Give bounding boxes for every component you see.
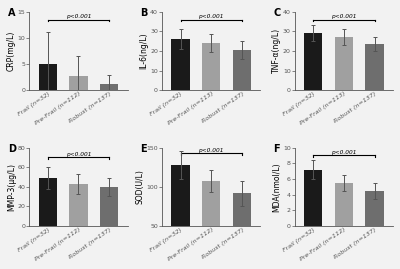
Text: F: F xyxy=(273,144,280,154)
Bar xyxy=(38,64,57,90)
Text: p<0.001: p<0.001 xyxy=(331,14,357,19)
Bar xyxy=(335,37,353,90)
Bar xyxy=(69,76,88,90)
Bar xyxy=(202,43,220,90)
Bar xyxy=(100,84,118,90)
Text: A: A xyxy=(8,8,15,18)
Bar xyxy=(304,169,322,226)
Bar xyxy=(171,39,190,90)
Y-axis label: MDA(nmol/L): MDA(nmol/L) xyxy=(272,162,282,212)
Bar xyxy=(304,33,322,90)
Text: p<0.001: p<0.001 xyxy=(198,14,224,19)
Y-axis label: SOD(U/L): SOD(U/L) xyxy=(136,169,145,204)
Bar xyxy=(38,178,57,226)
Y-axis label: CRP(mg/L): CRP(mg/L) xyxy=(7,31,16,71)
Bar xyxy=(335,183,353,226)
Text: p<0.001: p<0.001 xyxy=(331,150,357,155)
Bar xyxy=(100,187,118,226)
Bar xyxy=(171,165,190,265)
Text: B: B xyxy=(140,8,148,18)
Bar xyxy=(366,44,384,90)
Bar xyxy=(233,193,251,265)
Text: D: D xyxy=(8,144,16,154)
Bar xyxy=(233,50,251,90)
Text: E: E xyxy=(140,144,147,154)
Y-axis label: IL-6(ng/L): IL-6(ng/L) xyxy=(140,33,149,69)
Bar xyxy=(366,191,384,226)
Text: p<0.001: p<0.001 xyxy=(66,152,91,157)
Text: p<0.001: p<0.001 xyxy=(198,148,224,153)
Bar xyxy=(202,180,220,265)
Y-axis label: MMP-3(μg/L): MMP-3(μg/L) xyxy=(7,163,16,211)
Y-axis label: TNF-α(ng/L): TNF-α(ng/L) xyxy=(272,28,282,73)
Bar xyxy=(69,184,88,226)
Text: p<0.001: p<0.001 xyxy=(66,14,91,19)
Text: C: C xyxy=(273,8,280,18)
